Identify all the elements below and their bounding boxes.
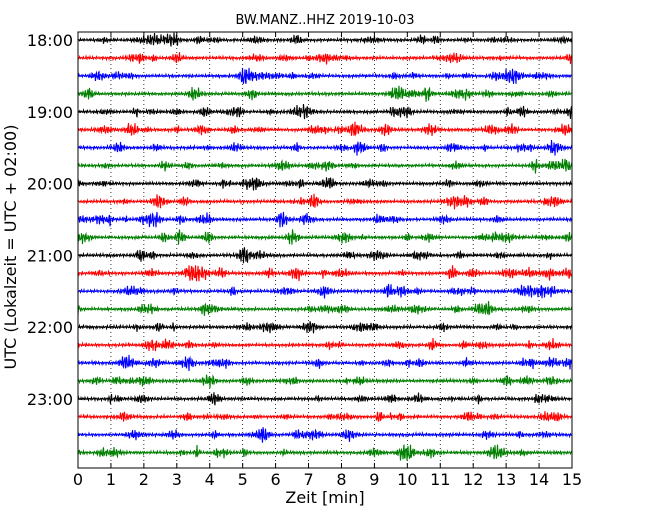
x-tick-label-11: 11 [430,470,450,489]
trace-1915 [77,121,573,137]
trace-2045 [77,229,573,245]
x-tick-label-2: 2 [139,470,149,489]
x-tick-label-4: 4 [205,470,215,489]
y-tick-label-1900: 19:00 [27,103,73,122]
trace-2100 [77,247,573,264]
trace-2215 [77,337,573,352]
trace-2015 [77,193,573,210]
y-tick-label-1800: 18:00 [27,31,73,50]
x-tick-label-3: 3 [172,470,182,489]
y-tick-label-2200: 22:00 [27,318,73,337]
trace-group [77,32,573,461]
x-tick-label-10: 10 [397,470,417,489]
trace-2300 [77,392,573,406]
x-tick-label-13: 13 [496,470,516,489]
trace-2130 [77,283,573,299]
trace-2345 [77,444,573,461]
trace-2000 [77,177,573,191]
trace-2245 [77,374,573,389]
trace-2330 [77,427,573,443]
trace-2115 [77,265,573,282]
trace-1845 [77,85,573,102]
trace-1830 [77,67,573,84]
y-tick-label-2000: 20:00 [27,175,73,194]
trace-1800 [77,32,573,47]
trace-2200 [77,321,573,334]
trace-1900 [77,104,573,120]
chart-title: BW.MANZ..HHZ 2019-10-03 [235,13,414,28]
x-axis-ticks: 0 1 2 3 4 5 6 7 8 9 10 11 12 13 14 15 [73,32,582,489]
y-tick-label-2100: 21:00 [27,246,73,265]
y-tick-label-2300: 23:00 [27,390,73,409]
trace-1945 [77,158,573,174]
x-tick-label-15: 15 [562,470,582,489]
x-tick-label-12: 12 [463,470,483,489]
x-tick-label-6: 6 [271,470,281,489]
x-axis-label: Zeit [min] [285,488,364,507]
x-tick-label-14: 14 [529,470,549,489]
x-tick-label-0: 0 [73,470,83,489]
x-tick-label-8: 8 [336,470,346,489]
x-tick-label-5: 5 [238,470,248,489]
trace-2230 [77,354,573,371]
trace-2030 [77,211,573,228]
x-tick-label-9: 9 [369,470,379,489]
grid-lines [110,32,540,468]
x-tick-label-7: 7 [303,470,313,489]
trace-1930 [77,139,573,156]
trace-1815 [77,52,573,65]
y-axis-ticks: 18:00 19:00 20:00 21:00 22:00 23:00 [27,31,572,409]
plot-frame [77,31,573,469]
x-tick-label-1: 1 [106,470,116,489]
trace-2315 [77,411,573,422]
trace-2145 [77,301,573,316]
y-axis-label: UTC (Lokalzeit = UTC + 02:00) [1,125,20,370]
